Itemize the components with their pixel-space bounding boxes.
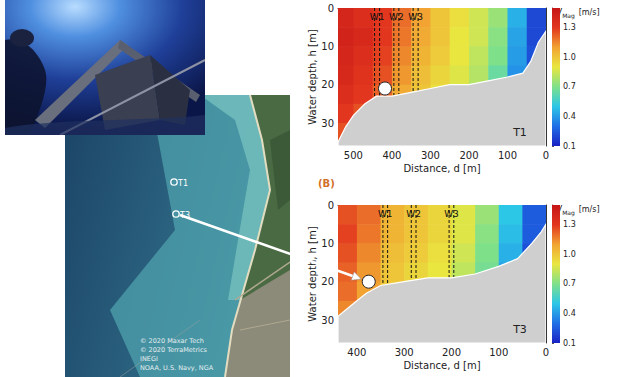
svg-text:0.4: 0.4: [563, 309, 576, 318]
svg-text:1.0: 1.0: [563, 53, 576, 62]
svg-text:INEGI: INEGI: [140, 355, 158, 363]
svg-text:Water depth, h [m]: Water depth, h [m]: [307, 226, 318, 321]
svg-text:500: 500: [344, 150, 363, 161]
svg-text:30: 30: [321, 118, 334, 129]
svg-text:30: 30: [321, 315, 334, 326]
svg-text:100: 100: [498, 150, 517, 161]
svg-text:0: 0: [328, 3, 334, 14]
svg-text:1.3: 1.3: [563, 220, 576, 229]
svg-text:© 2020 TerraMetrics: © 2020 TerraMetrics: [140, 346, 207, 354]
svg-text:Distance, d [m]: Distance, d [m]: [403, 163, 480, 174]
svg-text:[m/s]: [m/s]: [579, 8, 600, 17]
svg-text:300: 300: [421, 150, 440, 161]
svg-text:W1: W1: [370, 12, 385, 22]
svg-text:0: 0: [543, 347, 549, 358]
svg-text:0.4: 0.4: [563, 112, 576, 121]
svg-text:T3: T3: [512, 323, 527, 336]
svg-text:0.1: 0.1: [563, 142, 576, 151]
svg-text:NOAA, U.S. Navy, NGA: NOAA, U.S. Navy, NGA: [140, 364, 214, 372]
svg-text:20: 20: [321, 276, 334, 287]
svg-text:0.7: 0.7: [563, 82, 576, 91]
svg-text:20: 20: [321, 79, 334, 90]
svg-text:Water depth, h [m]: Water depth, h [m]: [307, 29, 318, 124]
svg-text:T1: T1: [512, 126, 527, 139]
svg-text:(B): (B): [318, 178, 335, 189]
svg-text:W2: W2: [389, 12, 404, 22]
svg-text:W2: W2: [406, 209, 421, 219]
svg-text:10: 10: [321, 238, 334, 249]
svg-text:400: 400: [347, 347, 366, 358]
svg-text:0.1: 0.1: [563, 339, 576, 348]
svg-text:Mag: Mag: [562, 209, 575, 217]
svg-text:T3: T3: [179, 211, 190, 220]
svg-text:0.7: 0.7: [563, 279, 576, 288]
svg-text:1.0: 1.0: [563, 250, 576, 259]
svg-text:300: 300: [395, 347, 414, 358]
svg-text:400: 400: [382, 150, 401, 161]
svg-text:W3: W3: [408, 12, 423, 22]
svg-text:© 2020 Maxar Tech: © 2020 Maxar Tech: [140, 337, 204, 345]
svg-text:Mag: Mag: [562, 12, 575, 20]
svg-text:200: 200: [459, 150, 478, 161]
svg-text:W3: W3: [444, 209, 459, 219]
svg-text:10: 10: [321, 41, 334, 52]
svg-text:1.3: 1.3: [563, 23, 576, 32]
svg-text:0: 0: [328, 200, 334, 211]
svg-text:200: 200: [442, 347, 461, 358]
svg-text:0: 0: [543, 150, 549, 161]
svg-text:W1: W1: [378, 209, 393, 219]
svg-text:100: 100: [489, 347, 508, 358]
svg-text:Distance, d [m]: Distance, d [m]: [403, 360, 480, 371]
svg-text:[m/s]: [m/s]: [579, 205, 600, 214]
svg-text:T1: T1: [177, 179, 188, 188]
